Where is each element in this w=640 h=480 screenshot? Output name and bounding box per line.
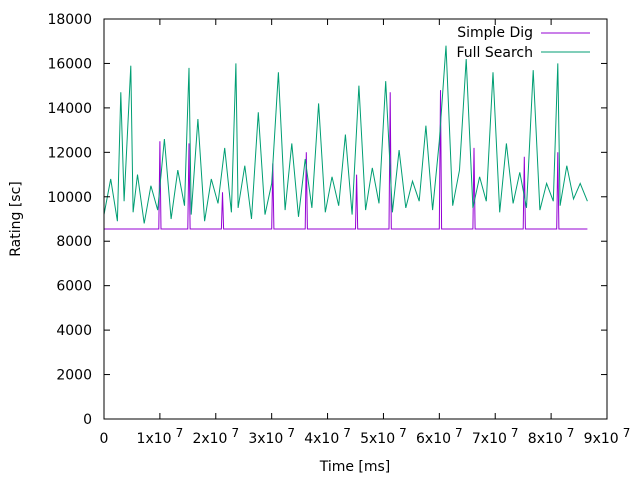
x-tick-label-exp-1: 7 [176, 426, 184, 440]
y-tick-label-3: 6000 [56, 279, 92, 295]
x-tick-label-5: 5x10 7 [360, 426, 407, 447]
x-tick-label-3: 3x10 7 [248, 426, 295, 447]
x-tick-label-exp-4: 7 [343, 426, 351, 440]
x-tick-label-exp-8: 7 [567, 426, 575, 440]
y-tick-label-4: 8000 [56, 234, 92, 250]
x-tick-label-base-5: 5x10 [360, 431, 395, 447]
x-tick-label-base-8: 8x10 [528, 431, 563, 447]
x-tick-label-exp-3: 7 [287, 426, 295, 440]
x-tick-label-exp-6: 7 [455, 426, 463, 440]
x-tick-label-6: 6x10 7 [416, 426, 463, 447]
series-line-simple-dig [104, 90, 588, 230]
series-line-full-search [103, 45, 588, 224]
y-tick-label-2: 4000 [56, 323, 92, 339]
legend-label-simple-dig: Simple Dig [457, 25, 533, 41]
x-tick-label-exp-9: 7 [623, 426, 631, 440]
x-axis-title: Time [ms] [319, 459, 391, 475]
x-tick-label-8: 8x10 7 [528, 426, 575, 447]
y-axis-title: Rating [sc] [8, 181, 24, 257]
y-tick-label-6: 12000 [47, 145, 92, 161]
y-tick-label-7: 14000 [47, 101, 92, 117]
y-axis: 0 2000 4000 6000 8000 10000 12000 14000 16000 180… [47, 12, 607, 428]
x-tick-label-9: 9x10 7 [584, 426, 631, 447]
x-tick-label-base-4: 4x10 [304, 431, 339, 447]
x-tick-label-base-0: 0 [100, 431, 109, 447]
plot-frame [103, 18, 608, 420]
x-tick-label-base-7: 7x10 [472, 431, 507, 447]
y-tick-label-9: 18000 [47, 12, 92, 28]
legend-label-full-search: Full Search [457, 45, 534, 61]
x-tick-label-4: 4x10 7 [304, 426, 351, 447]
y-tick-label-1: 2000 [56, 368, 92, 384]
x-tick-label-2: 2x10 7 [192, 426, 239, 447]
x-tick-label-0: 0 [100, 431, 109, 447]
x-tick-label-base-9: 9x10 [584, 431, 619, 447]
y-tick-label-8: 16000 [47, 56, 92, 72]
x-tick-label-exp-7: 7 [511, 426, 519, 440]
x-tick-label-base-2: 2x10 [192, 431, 227, 447]
y-tick-label-0: 0 [83, 412, 92, 428]
x-tick-label-1: 1x10 7 [137, 426, 184, 447]
x-tick-label-7: 7x10 7 [472, 426, 519, 447]
x-tick-label-exp-2: 7 [231, 426, 239, 440]
x-tick-label-exp-5: 7 [399, 426, 407, 440]
y-tick-label-5: 10000 [47, 190, 92, 206]
x-axis: 0 1x10 7 2x10 7 3x10 7 4x10 7 5x10 7 6x10 7 7x10 7 8x10… [100, 19, 631, 447]
x-tick-label-base-3: 3x10 [248, 431, 283, 447]
plot-lines [103, 45, 588, 230]
legend: Simple Dig Full Search [457, 25, 590, 61]
x-tick-label-base-1: 1x10 [137, 431, 172, 447]
x-tick-label-base-6: 6x10 [416, 431, 451, 447]
